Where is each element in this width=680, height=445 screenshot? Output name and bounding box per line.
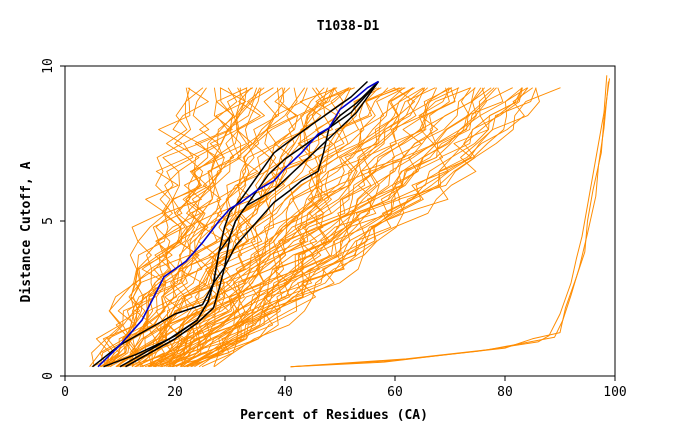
model-curve-orange — [106, 87, 204, 367]
model-curve-orange — [179, 87, 426, 367]
model-curve-orange — [168, 87, 405, 367]
model-curve-orange — [154, 87, 425, 368]
x-tick-label: 20 — [167, 385, 183, 400]
y-tick-label: 10 — [41, 58, 56, 74]
model-curve-orange — [154, 87, 456, 368]
series-layer — [89, 75, 610, 368]
y-tick-label: 0 — [41, 372, 56, 380]
model-curve-orange — [91, 87, 234, 368]
model-curve-orange — [99, 87, 241, 367]
x-tick-label: 80 — [497, 385, 513, 400]
model-curve-orange — [134, 87, 325, 368]
x-tick-label: 40 — [277, 385, 293, 400]
model-curve-orange — [91, 87, 191, 367]
model-curve-orange — [149, 87, 406, 368]
model-curve-orange — [194, 87, 523, 368]
model-curve-orange — [191, 87, 476, 368]
model-curve-orange — [164, 87, 389, 367]
model-curve-orange — [148, 87, 382, 367]
axis-layer: 0 20 40 60 80 100 0 5 10 — [41, 58, 627, 400]
model-curve-orange — [213, 87, 529, 367]
model-curve-orange — [131, 87, 334, 368]
model-curve-orange — [167, 87, 436, 368]
model-curve-orange — [148, 87, 338, 367]
highlight-curve-blue — [97, 80, 379, 368]
model-curve-orange — [172, 87, 482, 368]
y-axis-label: Distance Cutoff, A — [19, 161, 34, 302]
model-curve-orange — [186, 87, 540, 368]
x-tick-label: 0 — [61, 385, 69, 400]
model-curve-orange — [290, 81, 609, 368]
model-curve-orange — [127, 87, 261, 367]
x-tick-label: 100 — [603, 385, 626, 400]
model-curve-orange — [184, 87, 523, 368]
model-curve-orange — [122, 87, 298, 368]
chart-title: T1038-D1 — [317, 19, 380, 34]
model-curve-orange — [95, 87, 191, 367]
y-tick-label: 5 — [41, 217, 56, 225]
model-curve-orange — [173, 87, 523, 368]
x-axis-label: Percent of Residues (CA) — [240, 408, 428, 423]
model-curve-orange — [99, 87, 209, 367]
model-curve-orange — [169, 87, 460, 368]
model-curve-orange — [116, 87, 261, 368]
model-curve-orange — [110, 87, 265, 367]
model-curve-orange — [152, 87, 380, 368]
model-curve-orange — [167, 87, 492, 368]
model-curve-orange — [183, 87, 495, 368]
model-curve-orange — [213, 87, 561, 368]
model-curve-orange — [135, 87, 350, 368]
model-curve-orange — [100, 87, 247, 368]
model-curve-orange — [165, 87, 424, 367]
model-curve-orange — [108, 87, 285, 367]
x-tick-label: 60 — [387, 385, 403, 400]
model-curve-orange — [103, 87, 246, 368]
model-curve-orange — [139, 87, 355, 367]
